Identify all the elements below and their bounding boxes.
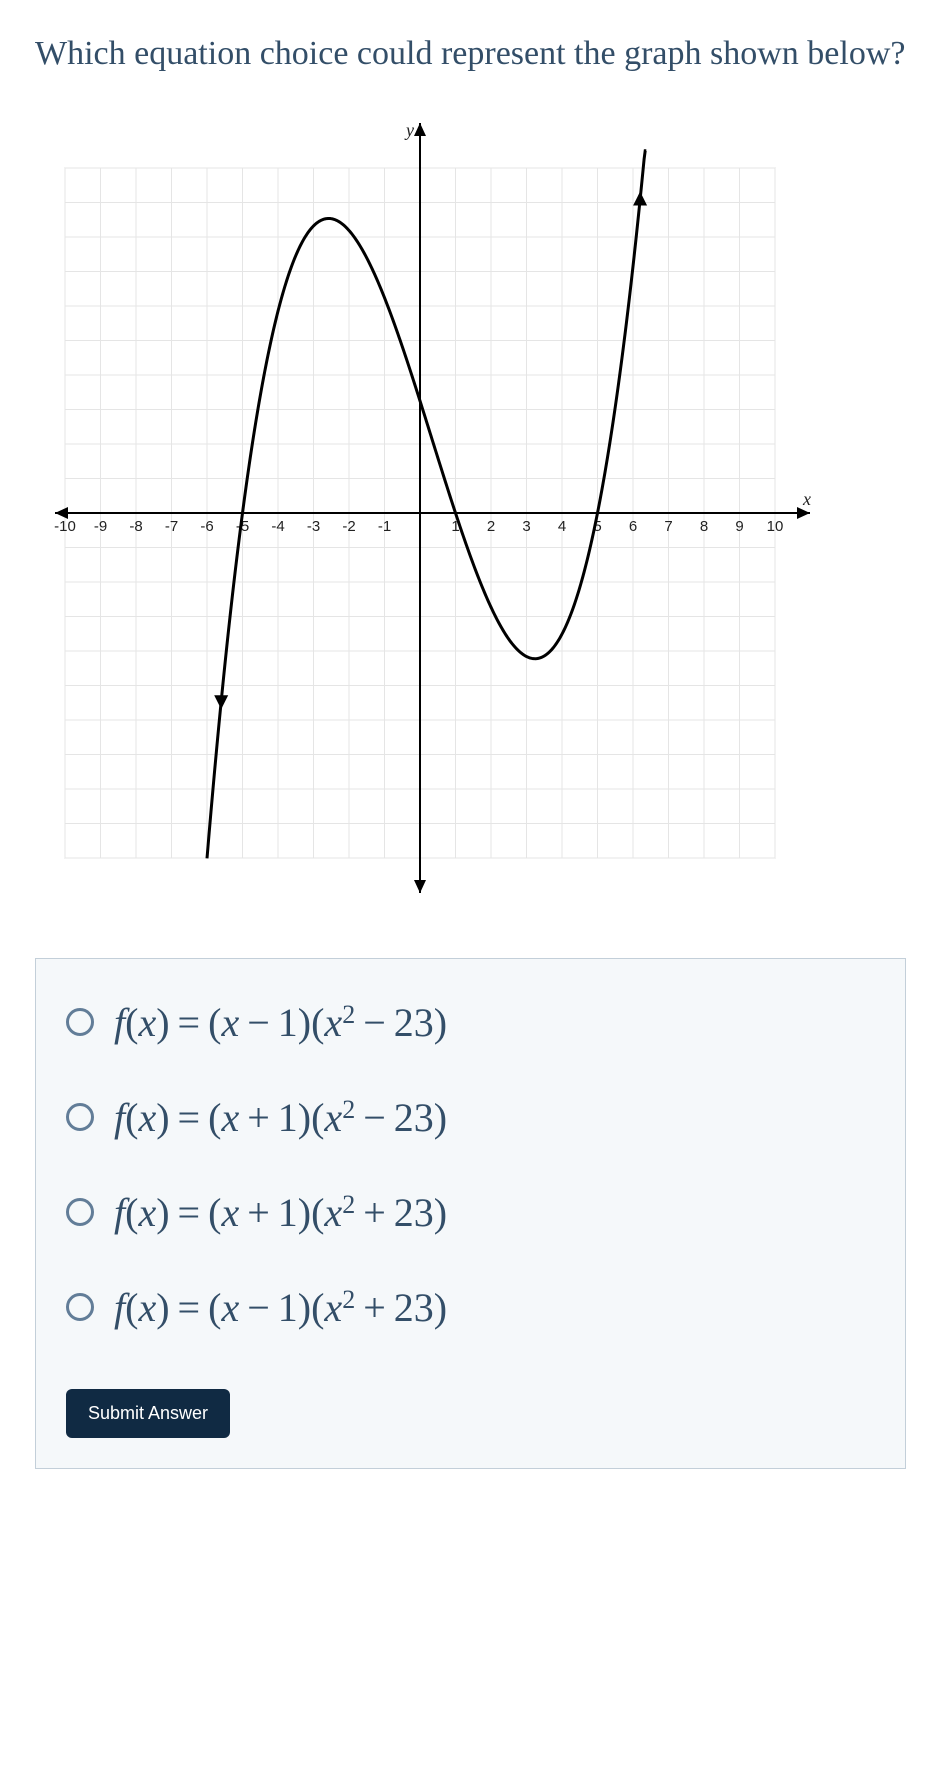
svg-text:2: 2 — [487, 518, 495, 535]
svg-text:y: y — [404, 120, 414, 140]
svg-text:-1: -1 — [378, 518, 391, 535]
svg-text:-3: -3 — [307, 518, 320, 535]
svg-text:9: 9 — [735, 518, 743, 535]
answer-option-1[interactable]: f(x)=(x+1)(x2−23) — [66, 1094, 875, 1141]
polynomial-graph: -10-9-8-7-6-5-4-3-2-112345678910xy — [35, 118, 815, 898]
answer-option-0[interactable]: f(x)=(x−1)(x2−23) — [66, 999, 875, 1046]
svg-text:x: x — [802, 489, 811, 509]
svg-text:7: 7 — [664, 518, 672, 535]
equation-text: f(x)=(x+1)(x2+23) — [114, 1189, 447, 1236]
radio-icon[interactable] — [66, 1103, 94, 1131]
equation-text: f(x)=(x−1)(x2+23) — [114, 1284, 447, 1331]
svg-text:10: 10 — [767, 518, 784, 535]
svg-text:-8: -8 — [129, 518, 142, 535]
svg-text:3: 3 — [522, 518, 530, 535]
submit-button[interactable]: Submit Answer — [66, 1389, 230, 1438]
graph-container: -10-9-8-7-6-5-4-3-2-112345678910xy — [35, 118, 815, 898]
svg-text:-4: -4 — [271, 518, 284, 535]
equation-text: f(x)=(x+1)(x2−23) — [114, 1094, 447, 1141]
radio-icon[interactable] — [66, 1008, 94, 1036]
svg-text:-2: -2 — [342, 518, 355, 535]
svg-text:-9: -9 — [94, 518, 107, 535]
svg-text:4: 4 — [558, 518, 566, 535]
svg-text:6: 6 — [629, 518, 637, 535]
answer-option-2[interactable]: f(x)=(x+1)(x2+23) — [66, 1189, 875, 1236]
radio-icon[interactable] — [66, 1198, 94, 1226]
svg-text:-6: -6 — [200, 518, 213, 535]
answer-option-3[interactable]: f(x)=(x−1)(x2+23) — [66, 1284, 875, 1331]
svg-text:8: 8 — [700, 518, 708, 535]
svg-text:-7: -7 — [165, 518, 178, 535]
answers-container: f(x)=(x−1)(x2−23) f(x)=(x+1)(x2−23) f(x)=(… — [35, 958, 906, 1469]
svg-text:-10: -10 — [54, 518, 76, 535]
radio-icon[interactable] — [66, 1293, 94, 1321]
question-text: Which equation choice could represent th… — [35, 30, 906, 78]
equation-text: f(x)=(x−1)(x2−23) — [114, 999, 447, 1046]
